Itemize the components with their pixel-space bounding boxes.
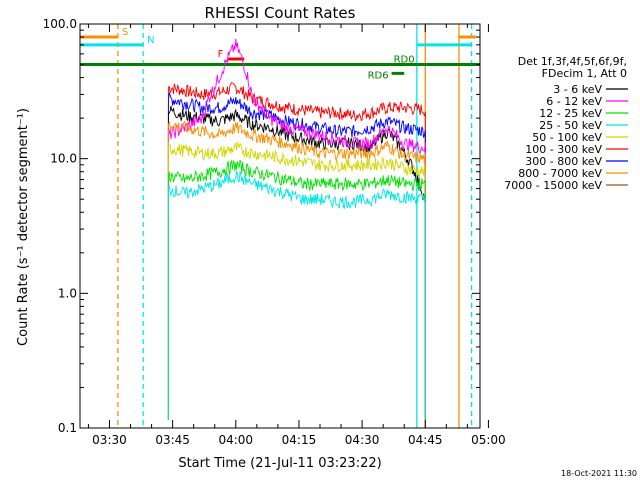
annotation-label: F xyxy=(218,49,224,60)
y-tick-label: 1.0 xyxy=(58,286,77,300)
legend-entry-label: 800 - 7000 keV xyxy=(518,167,602,180)
plot-area: S N F RD0 RD6 xyxy=(80,24,480,428)
x-tick-label: 04:15 xyxy=(282,433,317,447)
plot-frame xyxy=(79,23,481,429)
data-series-line xyxy=(167,105,426,420)
footer-date: 18-Oct-2021 11:30 xyxy=(561,469,637,478)
axes: 0.1 1.0 10.0 100.0 03:30 03:45 04:00 04:15 04:30… xyxy=(43,17,506,447)
legend-entry-label: 7000 - 15000 keV xyxy=(504,179,602,192)
y-tick-label: 100.0 xyxy=(43,17,77,31)
data-series-line xyxy=(167,38,426,420)
legend-header: FDecim 1, Att 0 xyxy=(542,67,627,80)
y-tick-label: 0.1 xyxy=(58,421,77,435)
x-tick-label: 04:30 xyxy=(345,433,380,447)
x-tick-label: 04:45 xyxy=(408,433,443,447)
annotation-label: S xyxy=(122,27,128,38)
y-tick-label: 10.0 xyxy=(50,152,77,166)
annotation-label: RD6 xyxy=(368,70,389,81)
legend-entry-label: 3 - 6 keV xyxy=(553,83,602,96)
annotation-label: RD0 xyxy=(394,55,415,66)
legend-header: Det 1f,3f,4f,5f,6f,9f, xyxy=(518,55,627,68)
legend-entry-label: 300 - 800 keV xyxy=(525,155,602,168)
legend-entry-label: 50 - 100 keV xyxy=(532,131,602,144)
legend-entry-label: 25 - 50 keV xyxy=(539,119,602,132)
data-series-line xyxy=(167,92,426,420)
data-series-line xyxy=(167,170,426,420)
data-series-line xyxy=(167,120,426,420)
data-series-line xyxy=(167,141,426,420)
legend-entry-label: 12 - 25 keV xyxy=(539,107,602,120)
annotation-label: N xyxy=(147,35,154,46)
data-series-line xyxy=(167,159,426,420)
legend: Det 1f,3f,4f,5f,6f,9f,FDecim 1, Att 0 3 -… xyxy=(504,55,628,192)
data-series-line xyxy=(167,82,426,420)
x-tick-label: 05:00 xyxy=(471,433,506,447)
x-axis-label: Start Time (21-Jul-11 03:23:22) xyxy=(178,456,381,471)
legend-entry-label: 100 - 300 keV xyxy=(525,143,602,156)
x-tick-label: 04:00 xyxy=(218,433,253,447)
y-axis-label: Count Rate (s⁻¹ detector segment⁻¹) xyxy=(16,108,31,346)
x-tick-label: 03:30 xyxy=(92,433,127,447)
x-tick-label: 03:45 xyxy=(155,433,190,447)
legend-entry-label: 6 - 12 keV xyxy=(546,95,602,108)
chart-title: RHESSI Count Rates xyxy=(205,4,356,22)
